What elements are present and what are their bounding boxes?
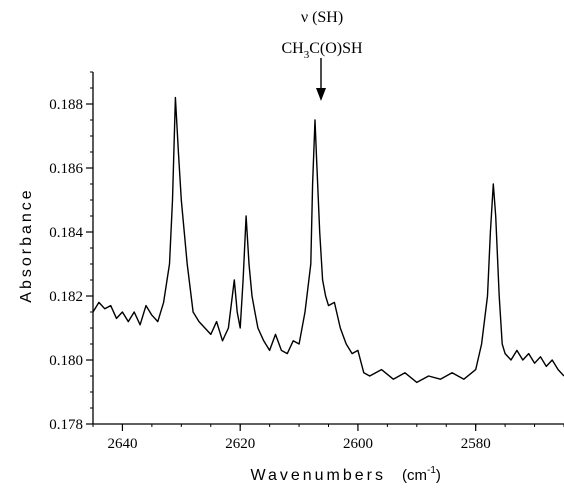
y-tick-label: 0.186 [49,161,83,177]
plot-area [92,96,564,384]
x-tick-label: 2620 [225,436,255,452]
y-tick-label: 0.184 [49,225,83,241]
x-axis-unit: (cm-1) [402,465,441,484]
peak-annotation-line2: CH3C(O)SH [281,40,363,61]
x-axis-title: Wavenumbers [250,467,386,484]
x-tick-label: 2640 [107,436,137,452]
y-axis-title: Absorbance [18,187,35,302]
peak-annotation-arrow [316,58,326,101]
y-tick-label: 0.182 [49,289,83,305]
series-line [92,96,564,384]
y-tick-label: 0.178 [49,417,83,433]
x-tick-label: 2580 [461,436,491,452]
y-tick-label: 0.180 [49,353,83,369]
axes: 0.178 0.180 0.182 0.184 0.186 0.188 2640 2620 26… [49,71,564,452]
peak-annotation-line1: ν (SH) [301,9,343,26]
x-tick-label: 2600 [343,436,373,452]
y-tick-label: 0.188 [49,97,83,113]
